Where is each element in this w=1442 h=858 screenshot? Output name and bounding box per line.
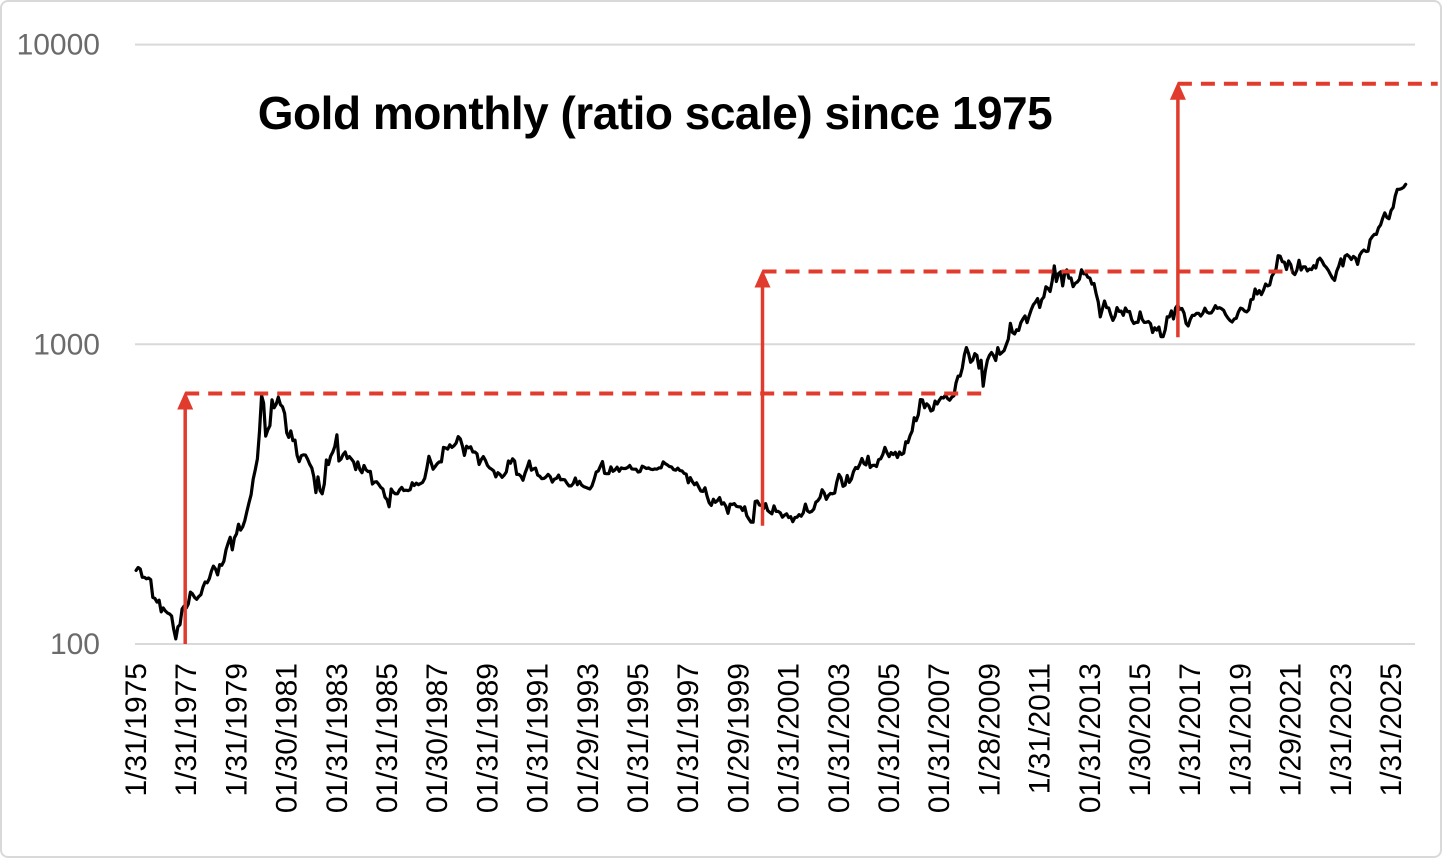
x-tick-label: 01/31/2005 [873,663,906,813]
x-axis-labels: 1/31/1975 1/31/1977 1/31/1979 01/30/1981 01/… [120,663,1408,813]
x-tick-label: 01/31/1991 [522,663,555,813]
chart-title: Gold monthly (ratio scale) since 1975 [257,87,1053,139]
x-tick-label: 1/31/1979 [220,663,253,796]
x-tick-label: 01/31/2001 [773,663,806,813]
x-tick-label: 1/31/2019 [1224,663,1257,796]
y-tick-label: 10000 [17,29,100,62]
x-tick-label: 1/31/2011 [1024,663,1057,794]
x-tick-label: 01/29/1999 [722,663,755,813]
cycle-arrow-head [754,269,771,288]
x-tick-label: 1/31/2017 [1174,663,1207,796]
x-tick-label: 1/30/2015 [1124,663,1157,796]
x-tick-label: 01/29/1993 [572,663,605,813]
x-tick-label: 01/31/1995 [622,663,655,813]
x-tick-label: 1/31/2023 [1325,663,1358,796]
x-tick-label: 01/30/1981 [271,663,304,813]
x-tick-label: 1/28/2009 [973,663,1006,796]
x-tick-label: 01/31/2003 [823,663,856,813]
x-tick-label: 01/30/1987 [421,663,454,813]
x-tick-label: 01/31/2013 [1074,663,1107,813]
x-tick-label: 1/31/1977 [170,663,203,796]
gridlines [135,43,1415,645]
cycle-arrow-head [177,391,194,410]
cycle-arrow-head [1169,81,1186,100]
x-tick-label: 01/31/1983 [321,663,354,813]
gold-price-line [134,182,1408,641]
y-tick-label: 1000 [33,328,100,361]
x-tick-label: 01/31/2007 [923,663,956,813]
x-tick-label: 1/31/1975 [120,663,153,796]
x-tick-label: 01/31/1997 [672,663,705,813]
x-tick-label: 1/31/2025 [1375,663,1408,796]
cycle-projection-annotations [177,81,1438,644]
x-tick-label: 01/31/1989 [471,663,504,813]
y-tick-label: 100 [50,628,100,661]
x-tick-label: 01/31/1985 [371,663,404,813]
y-axis-labels: 10000 1000 100 [17,29,100,661]
x-tick-label: 1/29/2021 [1275,663,1308,796]
